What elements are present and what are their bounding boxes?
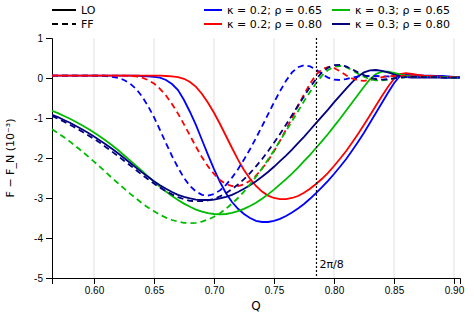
legend: LOFF <box>52 4 96 31</box>
legend-swatch <box>332 9 350 11</box>
line <box>52 65 460 201</box>
grid-line <box>274 38 275 278</box>
reference-line <box>316 38 317 278</box>
legend-swatch <box>52 9 76 11</box>
x-tick-label: 0.80 <box>325 285 345 296</box>
y-tick-label: -2 <box>34 153 43 164</box>
legend: κ = 0.2; ρ = 0.65κ = 0.2; ρ = 0.80 κ = 0.… <box>204 4 450 31</box>
x-tick-mark <box>454 278 455 284</box>
y-tick: -3 <box>34 193 52 204</box>
y-tick: -5 <box>34 273 52 284</box>
x-tick-mark <box>154 278 155 284</box>
x-tick: 0.80 <box>325 278 345 296</box>
annotation: 2π/8 <box>319 258 343 271</box>
line <box>52 75 460 222</box>
legend-swatch <box>332 23 350 25</box>
grid-line <box>154 38 155 278</box>
line <box>52 67 460 186</box>
y-tick: 1 <box>37 33 52 44</box>
x-tick: 0.70 <box>205 278 225 296</box>
x-tick-mark <box>214 278 215 284</box>
x-axis-line <box>53 279 461 285</box>
x-tick-mark <box>334 278 335 284</box>
line <box>52 72 460 215</box>
y-tick-mark <box>46 38 52 39</box>
y-tick-label: -4 <box>34 233 43 244</box>
legend-label: κ = 0.3; ρ = 0.65 <box>355 4 450 17</box>
legend-label: κ = 0.2; ρ = 0.65 <box>227 4 322 17</box>
x-axis: 0.60 0.65 0.70 0.75 0.80 0.85 0.90 <box>53 278 465 296</box>
x-tick-label: 0.75 <box>265 285 285 296</box>
legend-swatch <box>52 23 76 25</box>
legend-swatch <box>204 23 222 25</box>
x-tick: 0.85 <box>385 278 405 296</box>
legend-item: LO <box>52 4 96 17</box>
legend-label: FF <box>81 18 94 31</box>
x-tick-label: 0.60 <box>85 285 105 296</box>
y-tick-mark <box>46 238 52 239</box>
grid-line <box>94 38 95 278</box>
x-tick-label: 0.85 <box>385 285 405 296</box>
x-tick-mark <box>94 278 95 284</box>
legend-label: κ = 0.3; ρ = 0.80 <box>355 18 450 31</box>
y-tick: 0 <box>37 73 52 84</box>
y-tick-mark <box>46 78 52 79</box>
y-tick: -2 <box>34 153 52 164</box>
legend-item: κ = 0.3; ρ = 0.80 <box>332 18 450 31</box>
y-tick: -1 <box>34 113 52 124</box>
legend-item: κ = 0.3; ρ = 0.65 <box>332 4 450 17</box>
y-tick-mark <box>46 118 52 119</box>
y-tick-label: -1 <box>34 113 43 124</box>
legend-item: κ = 0.2; ρ = 0.65 <box>204 4 322 17</box>
y-tick-label: -5 <box>34 273 43 284</box>
legend-swatch <box>204 9 222 11</box>
x-tick-label: 0.90 <box>445 285 465 296</box>
y-tick-label: -3 <box>34 193 43 204</box>
y-axis: -5 -4 -3 -2 -1 0 1 <box>34 33 52 284</box>
line <box>52 66 460 223</box>
y-tick-mark <box>46 158 52 159</box>
y-tick: -4 <box>34 233 52 244</box>
y-tick-mark <box>46 198 52 199</box>
x-tick-mark <box>394 278 395 284</box>
y-tick-label: 1 <box>37 33 43 44</box>
legend-label: κ = 0.2; ρ = 0.80 <box>227 18 322 31</box>
y-tick-label: 0 <box>37 73 43 84</box>
y-axis-title: F − F_N (10⁻³) <box>4 119 17 198</box>
legend-item: FF <box>52 18 94 31</box>
legend-label: LO <box>81 4 96 17</box>
x-tick-mark <box>274 278 275 284</box>
chart: 0.60 0.65 0.70 0.75 0.80 0.85 0.90 -5 -4 -3 -2 -1 0 1… <box>0 0 474 316</box>
plot: 0.60 0.65 0.70 0.75 0.80 0.85 0.90 -5 -4 -3 -2 -1 0 1… <box>4 4 465 313</box>
x-tick: 0.65 <box>145 278 165 296</box>
x-tick: 0.75 <box>265 278 285 296</box>
y-axis-line <box>46 39 53 279</box>
x-tick-label: 0.70 <box>205 285 225 296</box>
y-tick-mark <box>46 278 52 279</box>
grid-line <box>454 38 455 278</box>
grid-line <box>214 38 215 278</box>
x-axis-title: Q <box>251 299 260 313</box>
x-tick-label: 0.65 <box>145 285 165 296</box>
marks <box>52 38 460 278</box>
legend-item: κ = 0.2; ρ = 0.80 <box>204 18 322 31</box>
grid-line <box>334 38 335 278</box>
line <box>52 70 460 200</box>
x-tick: 0.60 <box>85 278 105 296</box>
x-tick: 0.90 <box>445 278 465 296</box>
